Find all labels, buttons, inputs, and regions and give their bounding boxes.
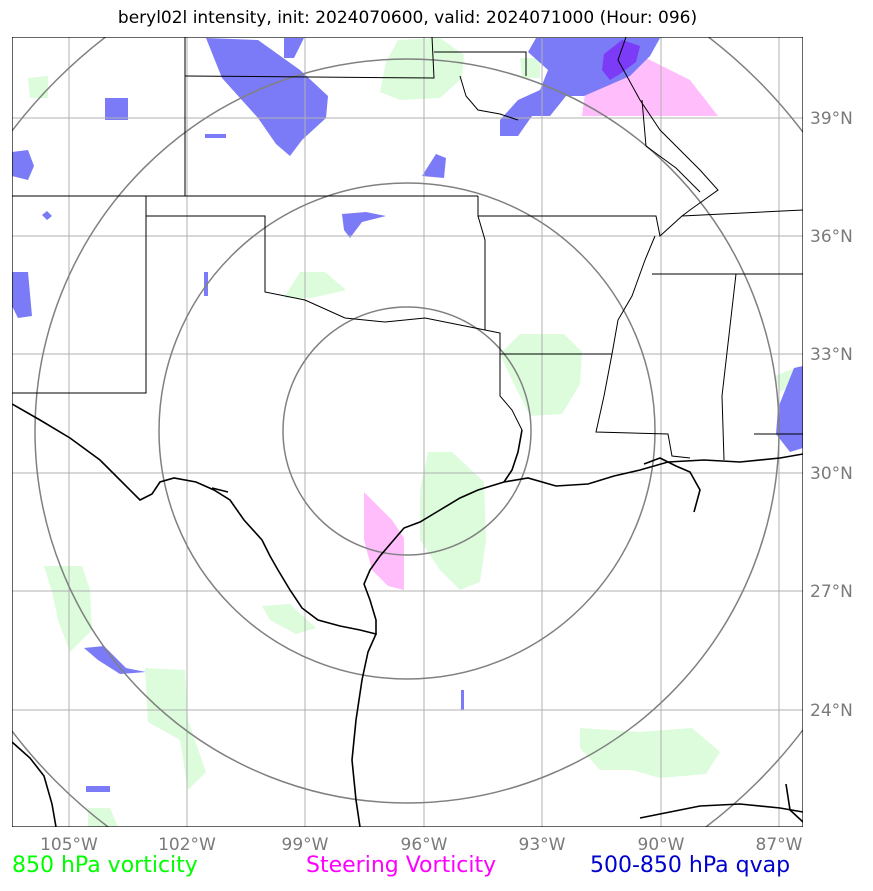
- lon-tick-label: 96°W: [401, 835, 448, 855]
- qvap-dense-area: [602, 40, 640, 80]
- lon-tick-label: 93°W: [519, 835, 566, 855]
- vorticity-850-areas: [28, 38, 803, 827]
- lat-tick-label: 27°N: [810, 582, 853, 602]
- map-frame: [12, 37, 803, 827]
- range-ring-2: [158, 182, 656, 680]
- lon-tick-label: 105°W: [40, 835, 98, 855]
- longitude-tick-labels: 105°W 102°W 99°W 96°W 93°W 90°W 87°W: [40, 835, 803, 855]
- steering-vorticity-areas: [364, 56, 718, 590]
- range-ring-1: [282, 306, 532, 556]
- range-ring-3: [34, 58, 780, 804]
- gridlines: [12, 37, 803, 827]
- lon-tick-label: 90°W: [638, 835, 685, 855]
- lon-tick-label: 99°W: [282, 835, 329, 855]
- coastline: [12, 403, 803, 827]
- map-title: beryl02l intensity, init: 2024070600, va…: [117, 8, 698, 28]
- legend-850-vorticity: 850 hPa vorticity: [12, 853, 198, 878]
- legend-steering-vorticity: Steering Vorticity: [306, 853, 497, 878]
- latitude-tick-labels: 39°N 36°N 33°N 30°N 27°N 24°N: [810, 109, 853, 721]
- state-borders: [12, 37, 803, 461]
- lat-tick-label: 30°N: [810, 464, 853, 484]
- lon-tick-label: 102°W: [158, 835, 216, 855]
- lat-tick-label: 39°N: [810, 109, 853, 129]
- legend-qvap: 500-850 hPa qvap: [590, 853, 791, 878]
- lat-tick-label: 33°N: [810, 345, 853, 365]
- lat-tick-label: 24°N: [810, 701, 853, 721]
- lon-tick-label: 87°W: [756, 835, 803, 855]
- lat-tick-label: 36°N: [810, 227, 853, 247]
- qvap-areas: [12, 38, 803, 792]
